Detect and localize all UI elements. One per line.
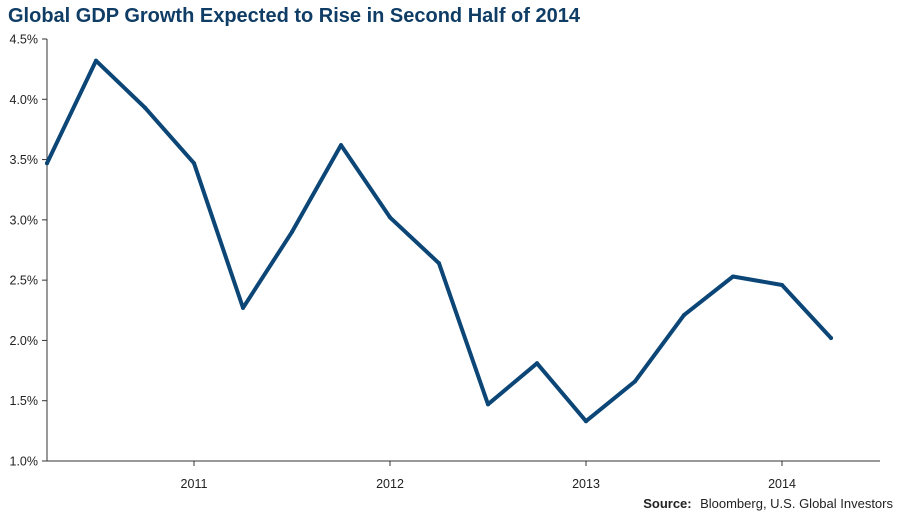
x-tick-label: 2014 [768, 477, 796, 491]
y-tick-label: 2.5% [10, 274, 39, 288]
data-point [339, 143, 343, 148]
data-point [192, 161, 196, 166]
data-point [584, 419, 588, 424]
data-point [241, 305, 245, 310]
y-tick-label: 4.0% [10, 93, 39, 107]
y-tick-label: 4.5% [10, 33, 39, 47]
data-point [94, 58, 98, 63]
data-point [780, 283, 784, 287]
series-line [45, 58, 833, 424]
data-point [45, 161, 49, 166]
data-point [633, 379, 637, 384]
data-point [535, 361, 539, 366]
data-point [437, 261, 441, 266]
data-point [388, 215, 392, 220]
data-point [486, 402, 490, 407]
source-note: Source: Bloomberg, U.S. Global Investors [643, 495, 893, 512]
source-label: Source: [643, 496, 691, 511]
x-tick-label: 2011 [181, 477, 208, 491]
x-tick-label: 2013 [572, 477, 600, 491]
data-point [731, 274, 735, 279]
y-axis: 1.0% 1.5% 2.0% 2.5% 3.0% 3.5% 4.0% 4.5% [10, 33, 48, 469]
y-tick-label: 3.5% [10, 153, 39, 167]
x-axis: 2011 2012 2013 2014 [47, 460, 880, 491]
chart-title: Global GDP Growth Expected to Rise in Se… [8, 5, 581, 27]
y-tick-label: 2.0% [10, 334, 39, 348]
series-group [45, 58, 833, 424]
source-text: Bloomberg, U.S. Global Investors [700, 496, 893, 511]
data-point [829, 336, 833, 340]
y-tick-label: 3.0% [10, 213, 39, 227]
data-point [290, 229, 294, 234]
x-tick-label: 2012 [376, 477, 404, 491]
y-tick-label: 1.0% [10, 455, 39, 469]
data-point [682, 313, 686, 318]
data-point [143, 105, 147, 110]
y-tick-label: 1.5% [10, 394, 39, 408]
